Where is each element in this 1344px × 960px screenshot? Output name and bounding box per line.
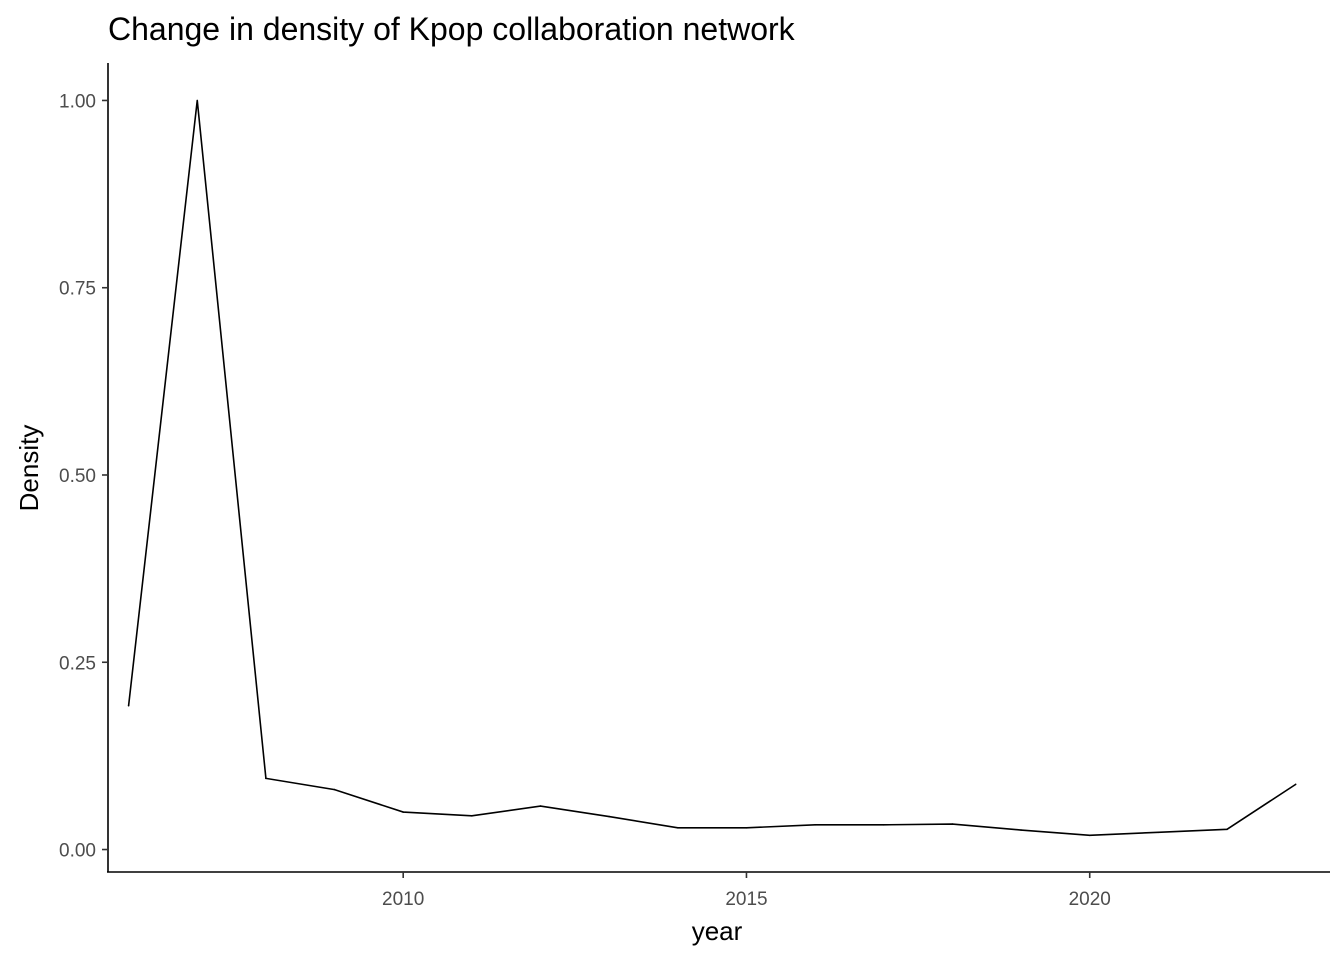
data-point: [127, 704, 130, 707]
data-point: [471, 815, 473, 817]
data-point: [814, 824, 816, 826]
x-tick-label: 2010: [382, 889, 424, 910]
data-point: [539, 805, 542, 807]
density-line: [127, 100, 1297, 837]
data-point: [265, 777, 267, 780]
chart-title: Change in density of Kpop collaboration …: [108, 11, 796, 47]
data-point: [677, 827, 679, 829]
data-point: [196, 99, 199, 102]
y-tick-label: 0.75: [59, 279, 96, 300]
data-point: [1157, 831, 1160, 834]
y-tick-label: 0.50: [59, 466, 96, 487]
data-point: [882, 824, 885, 826]
y-tick-label: 0.25: [59, 653, 96, 674]
x-tick-label: 2020: [1069, 889, 1111, 910]
y-axis-ticks: 0.00 0.25 0.50 0.75 1.00: [59, 91, 108, 862]
x-axis-title: year: [692, 916, 743, 946]
data-point: [1294, 783, 1297, 786]
data-point: [1020, 829, 1022, 831]
x-axis-ticks: 2010 2015 2020: [382, 872, 1111, 910]
data-point: [402, 811, 405, 813]
data-point: [745, 827, 748, 829]
data-point: [333, 788, 336, 791]
data-point: [1088, 834, 1091, 837]
y-axis-title: Density: [14, 425, 44, 512]
data-point: [608, 815, 610, 818]
data-point: [951, 823, 954, 825]
y-tick-label: 1.00: [59, 91, 96, 112]
x-tick-label: 2015: [725, 889, 767, 910]
data-point: [1226, 828, 1228, 831]
series-layer: [127, 99, 1297, 837]
y-tick-label: 0.00: [59, 841, 96, 862]
